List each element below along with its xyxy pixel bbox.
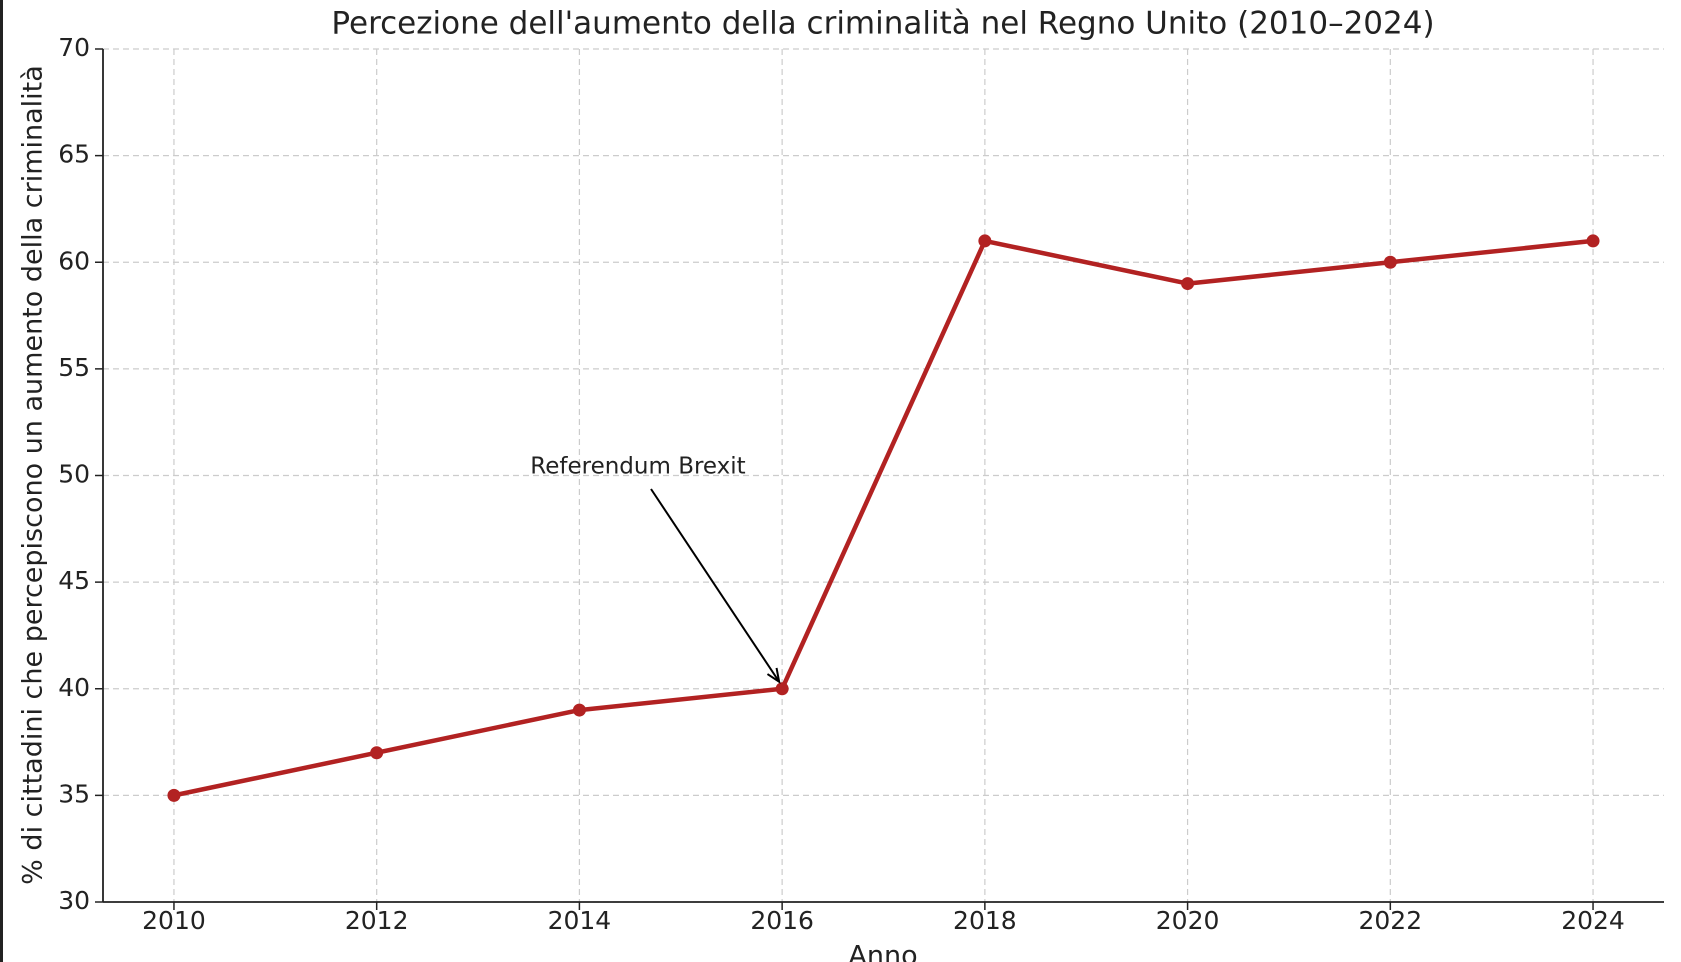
x-tick-label: 2010: [142, 906, 206, 935]
x-axis-label: Anno: [848, 941, 917, 962]
x-tick-label: 2020: [1156, 906, 1220, 935]
x-tick-label: 2018: [953, 906, 1017, 935]
x-tick-label: 2014: [548, 906, 612, 935]
x-tick-label: 2012: [345, 906, 409, 935]
y-tick-label: 55: [58, 353, 90, 382]
x-tick-label: 2016: [750, 906, 814, 935]
annotation: Referendum Brexit: [530, 454, 745, 480]
arrow-head: [766, 667, 781, 684]
marker: [775, 682, 789, 696]
y-tick-label: 40: [58, 673, 90, 702]
marker: [370, 746, 384, 760]
marker: [978, 234, 992, 248]
marker: [572, 703, 586, 717]
edge: [0, 0, 3, 962]
marker: [1383, 255, 1397, 269]
y-tick-label: 50: [58, 460, 90, 489]
marker: [1181, 277, 1195, 291]
marker: [167, 788, 181, 802]
annotation-arrow: [650, 488, 780, 683]
y-tick-label: 45: [58, 566, 90, 595]
y-axis-label: % di cittadini che percepiscono un aumen…: [18, 65, 49, 885]
x-tick-label: 2022: [1359, 906, 1423, 935]
y-tick-label: 65: [58, 140, 90, 169]
y-tick-label: 30: [58, 886, 90, 915]
x-tick-label: 2024: [1561, 906, 1625, 935]
y-tick-label: 70: [58, 33, 90, 62]
chart-title: Percezione dell'aumento della criminalit…: [331, 6, 1434, 42]
marker: [1586, 234, 1600, 248]
line: [173, 238, 1594, 798]
y-tick-label: 60: [58, 246, 90, 275]
y-tick-label: 35: [58, 779, 90, 808]
